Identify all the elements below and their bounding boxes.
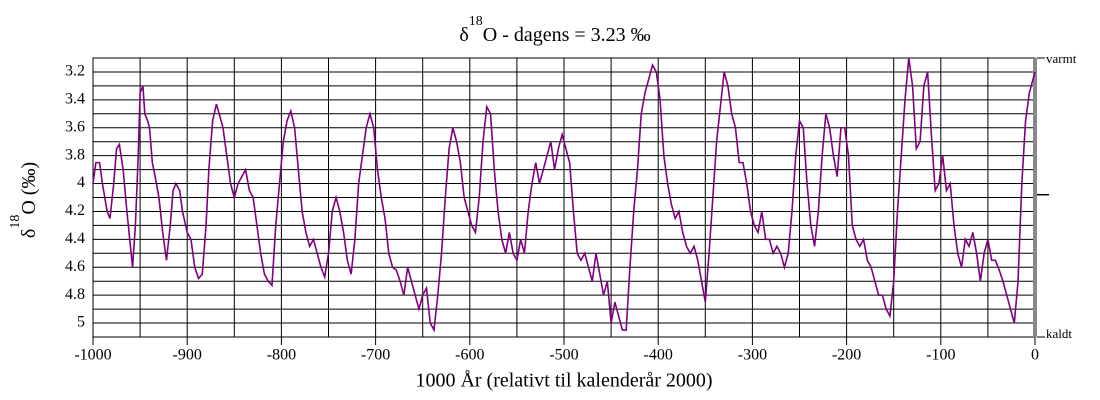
data-line	[92, 57, 1036, 333]
y-label-superscript: 18	[8, 215, 23, 229]
y-tick-label: 3.4	[65, 91, 85, 108]
y-tick-label: 4.4	[65, 230, 85, 247]
x-tick-label: 0	[1031, 347, 1039, 364]
y-tick-label: 4.6	[65, 258, 85, 275]
x-tick-label: -200	[832, 347, 861, 364]
y-tick-label: 4	[77, 174, 85, 191]
x-tick-label: -1000	[74, 347, 111, 364]
y-tick-label: 3.6	[65, 118, 85, 135]
title-text: O - dagens = 3.23 ‰	[483, 24, 651, 46]
annotation-top: varmt	[1046, 51, 1077, 66]
x-tick-label: -100	[926, 347, 955, 364]
title-superscript: 18	[469, 14, 483, 29]
x-axis-label: 1000 År (relativt til kalenderår 2000)	[415, 370, 712, 392]
x-tick-label: -300	[738, 347, 767, 364]
y-label-symbol: δ	[18, 229, 40, 238]
x-tick-label: -900	[173, 347, 202, 364]
title-symbol: δ	[459, 24, 468, 46]
y-label-text: O (‰)	[18, 162, 40, 215]
x-tick-label: -800	[267, 347, 296, 364]
x-tick-label: -600	[455, 347, 484, 364]
x-tick-label: -400	[644, 347, 673, 364]
chart-title: δ18O - dagens = 3.23 ‰	[459, 14, 650, 45]
y-tick-label: 4.8	[65, 286, 85, 303]
annotation-bottom: kaldt	[1046, 326, 1072, 341]
y-tick-label: 3.2	[65, 63, 85, 80]
y-axis-label: δ18O (‰)	[8, 162, 39, 238]
y-tick-label: 5	[77, 314, 85, 331]
y-tick-label: 3.8	[65, 146, 85, 163]
y-tick-label: 4.2	[65, 202, 85, 219]
x-tick-label: -700	[361, 347, 390, 364]
x-tick-label: -500	[549, 347, 578, 364]
